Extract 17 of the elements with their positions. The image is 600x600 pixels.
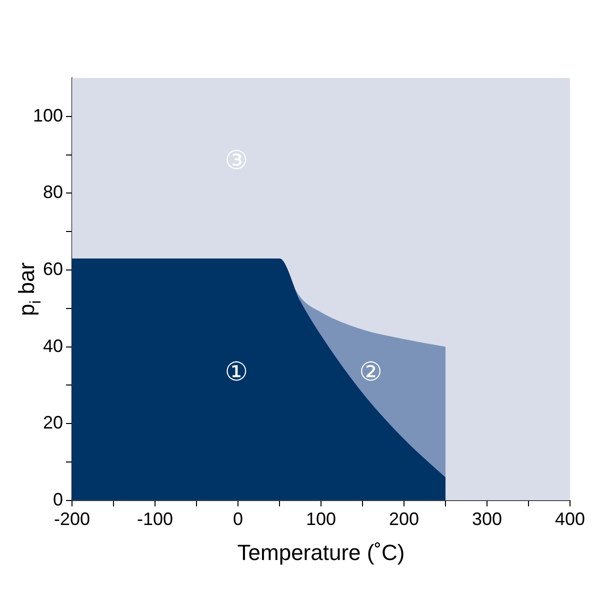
annotation: ② (359, 357, 382, 388)
x-tick-label: 300 (472, 509, 502, 530)
x-tick-label: 100 (306, 509, 336, 530)
annotation: ① (224, 357, 248, 388)
y-tick-label: 40 (43, 336, 64, 356)
x-tick-label: 0 (233, 509, 244, 530)
y-tick-label: 60 (43, 258, 64, 279)
y-tick-label: 80 (43, 182, 64, 202)
x-tick-label: 200 (388, 509, 420, 530)
y-tick-label: 0 (53, 489, 64, 510)
x-axis-title: Temperature (˚C) (237, 540, 405, 565)
y-tick-label: 100 (32, 105, 64, 126)
x-tick-label: -200 (54, 509, 90, 530)
x-tick-label: 400 (554, 509, 586, 530)
y-axis-title: pi bar (14, 262, 45, 316)
y-tick-label: 20 (43, 412, 64, 433)
x-tick-label: -100 (137, 509, 174, 530)
